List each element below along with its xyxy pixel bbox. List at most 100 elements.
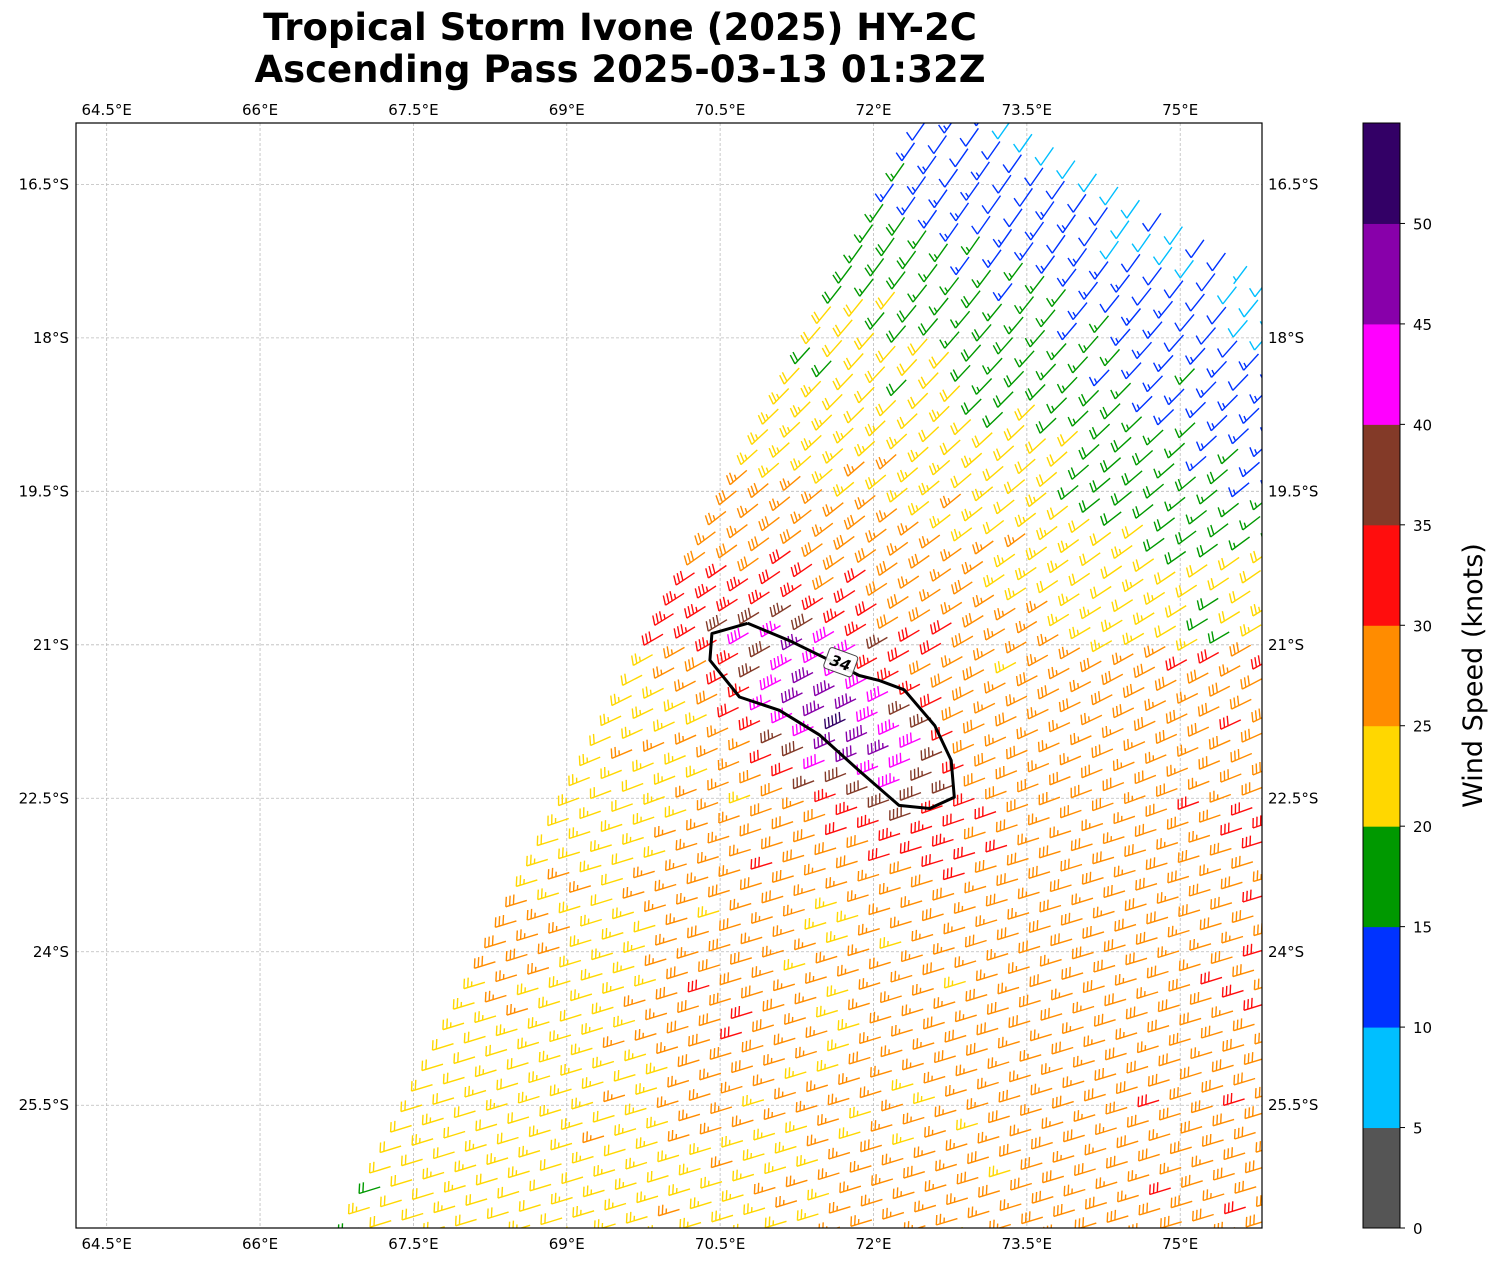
wind-barb — [1029, 974, 1052, 988]
wind-barb — [1158, 1107, 1181, 1121]
wind-barb — [1156, 892, 1179, 904]
wind-barb — [599, 713, 622, 727]
wind-barb — [1134, 770, 1157, 785]
wind-barb — [790, 455, 812, 471]
wind-barb — [1081, 764, 1103, 779]
wind-barb — [610, 693, 632, 707]
wind-barb — [730, 1005, 753, 1020]
wind-barb — [1146, 911, 1169, 925]
wind-barb — [906, 176, 927, 195]
wind-barb — [949, 202, 970, 222]
wind-barb — [1104, 993, 1127, 1007]
wind-barb — [1099, 348, 1121, 367]
wind-barb — [971, 269, 992, 289]
wind-barb — [611, 800, 633, 813]
wind-barb — [1074, 1217, 1097, 1228]
wind-barb — [945, 1084, 967, 1097]
wind-barb — [802, 700, 825, 717]
wind-barb — [1078, 335, 1099, 354]
wind-barb — [1155, 730, 1178, 745]
wind-barb — [950, 527, 973, 542]
wind-barb — [942, 867, 965, 881]
wind-barb — [1136, 987, 1159, 1000]
wind-barb — [834, 693, 857, 710]
wind-barb — [710, 1102, 733, 1115]
wind-barb — [1197, 702, 1220, 717]
wind-barb — [804, 917, 827, 930]
wind-barb — [814, 788, 836, 803]
wind-barb — [1027, 760, 1050, 773]
wind-barb — [379, 1195, 402, 1208]
wind-barb — [1229, 695, 1252, 710]
wind-barb — [757, 408, 779, 425]
wind-barb — [527, 962, 550, 975]
wind-barb — [1013, 187, 1033, 207]
wind-barb — [977, 1077, 999, 1090]
wind-barb — [878, 882, 901, 895]
wind-barb — [507, 1166, 530, 1179]
wind-barb — [1040, 1007, 1063, 1021]
wind-barb — [881, 1153, 904, 1166]
wind-barb — [453, 1052, 476, 1065]
wind-barb — [888, 700, 910, 716]
wind-barb — [1175, 638, 1198, 651]
wind-barb — [843, 514, 866, 530]
wind-barb — [613, 1015, 636, 1028]
wind-barb — [679, 1217, 702, 1228]
wind-barb — [771, 816, 794, 830]
wind-barb — [1037, 740, 1060, 753]
wind-barb — [954, 1010, 977, 1023]
wind-barb — [1195, 273, 1216, 292]
wind-barb — [749, 749, 772, 764]
wind-barb — [741, 985, 764, 999]
wind-barb — [1232, 1018, 1255, 1032]
wind-barb — [486, 1153, 509, 1166]
wind-barb — [1152, 354, 1174, 373]
wind-barb — [1241, 782, 1262, 796]
wind-barb — [1137, 1094, 1160, 1108]
wind-barb — [1238, 353, 1260, 371]
wind-barb — [1020, 1104, 1042, 1116]
wind-barb — [1167, 870, 1190, 884]
wind-barb — [858, 978, 881, 990]
wind-barb — [902, 1058, 924, 1071]
wind-barb — [1102, 777, 1125, 792]
wind-barb — [928, 459, 951, 476]
wind-barb — [685, 765, 708, 778]
wind-barb — [731, 1115, 754, 1128]
wind-barb — [1102, 832, 1125, 845]
wind-barb — [1067, 410, 1089, 427]
wind-barb — [730, 951, 753, 965]
wind-barb — [685, 712, 707, 725]
wind-barb — [1186, 669, 1209, 684]
wind-barb — [1099, 457, 1122, 473]
wind-barb — [865, 634, 888, 650]
wind-barb — [825, 931, 848, 944]
wind-barb — [739, 823, 762, 837]
wind-barb — [1232, 265, 1248, 285]
wind-barb — [879, 937, 902, 949]
wind-barb — [465, 1194, 488, 1206]
wind-barb — [907, 500, 930, 516]
wind-barb — [878, 827, 901, 842]
wind-barb — [960, 290, 981, 309]
wind-barb — [1239, 515, 1261, 531]
wind-barb — [928, 297, 949, 316]
wind-barb — [1078, 281, 1099, 300]
wind-barb — [632, 759, 654, 773]
wind-barb — [886, 487, 908, 503]
wind-barb — [1169, 1141, 1192, 1155]
wind-barb — [1003, 424, 1025, 442]
wind-barb — [634, 1028, 657, 1041]
wind-barb — [1188, 830, 1211, 843]
wind-barb — [560, 1063, 583, 1076]
wind-barb — [1035, 201, 1055, 220]
wind-barb — [737, 607, 760, 625]
wind-barb — [886, 541, 909, 556]
wind-barb — [800, 326, 821, 345]
wind-barb — [848, 998, 870, 1011]
wind-barb — [917, 318, 939, 336]
wind-barb — [1088, 315, 1110, 334]
wind-barb — [997, 1036, 1020, 1049]
